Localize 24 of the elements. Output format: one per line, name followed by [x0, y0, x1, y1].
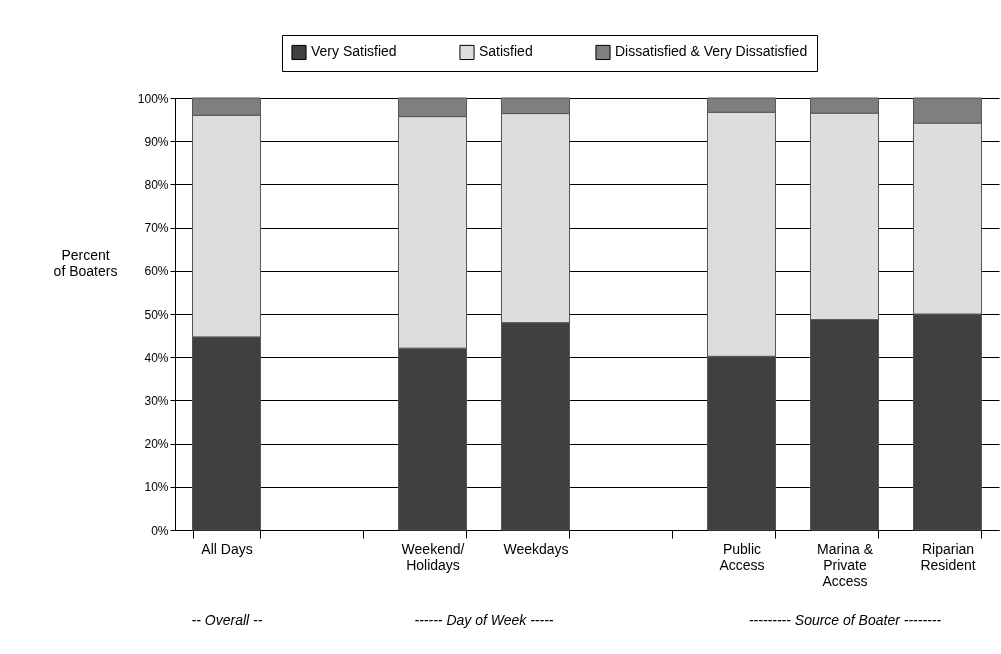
y-tick-label: 20% [144, 437, 169, 452]
y-tick-label: 100% [137, 91, 169, 106]
text: --------- Source of Boater -------- [748, 612, 942, 628]
y-tick-label: 0% [151, 523, 169, 538]
y-tick-label: 80% [144, 177, 169, 192]
y-tick-label: 60% [144, 264, 169, 279]
y-tick-label: 10% [144, 480, 169, 495]
y-tick-label: 40% [144, 350, 169, 365]
legend-label: Dissatisfied & Very Dissatisfied [615, 43, 808, 60]
x-tick-label: Weekend/ Holidays [401, 540, 465, 573]
y-tick-label: 90% [144, 134, 169, 149]
text: -- Overall -- [191, 612, 263, 628]
x-tick-label: Public Access [719, 540, 765, 573]
x-tick-label: Riparian Resident [920, 540, 976, 573]
y-tick-label: 30% [144, 393, 169, 408]
y-tick-label: 70% [144, 221, 169, 236]
text: ------ Day of Week ----- [414, 612, 554, 628]
x-tick-label: Marina & Private Access [816, 540, 874, 589]
legend-label: Satisfied [479, 43, 533, 60]
x-tick-label: All Days [201, 540, 253, 557]
y-axis-title: Percent of Boaters [53, 246, 118, 279]
y-tick-label: 50% [144, 307, 169, 322]
x-tick-label: Weekdays [503, 540, 569, 557]
legend-label: Very Satisfied [311, 43, 397, 60]
